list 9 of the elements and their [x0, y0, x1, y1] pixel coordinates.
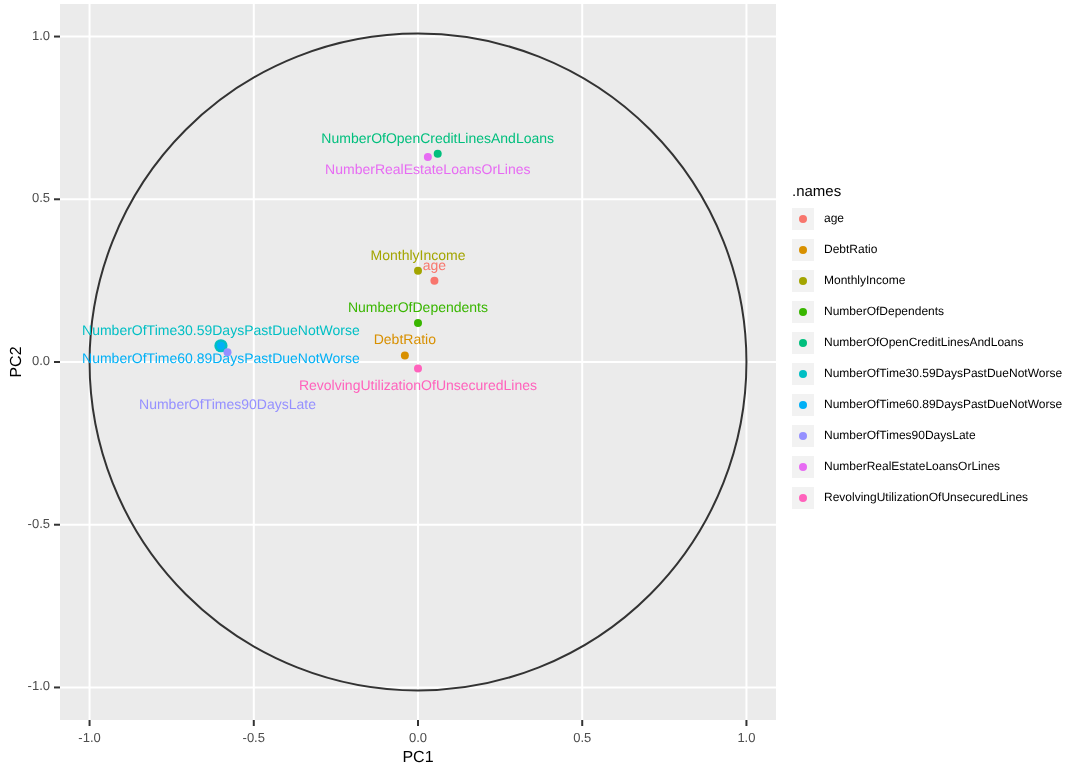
point	[433, 149, 442, 158]
y-axis-title: PC2	[7, 345, 25, 378]
point	[414, 266, 422, 275]
point	[414, 364, 422, 373]
point	[430, 276, 439, 285]
point	[423, 152, 432, 161]
x-axis-title: PC1	[402, 748, 435, 766]
point	[400, 351, 409, 360]
point	[414, 318, 422, 327]
